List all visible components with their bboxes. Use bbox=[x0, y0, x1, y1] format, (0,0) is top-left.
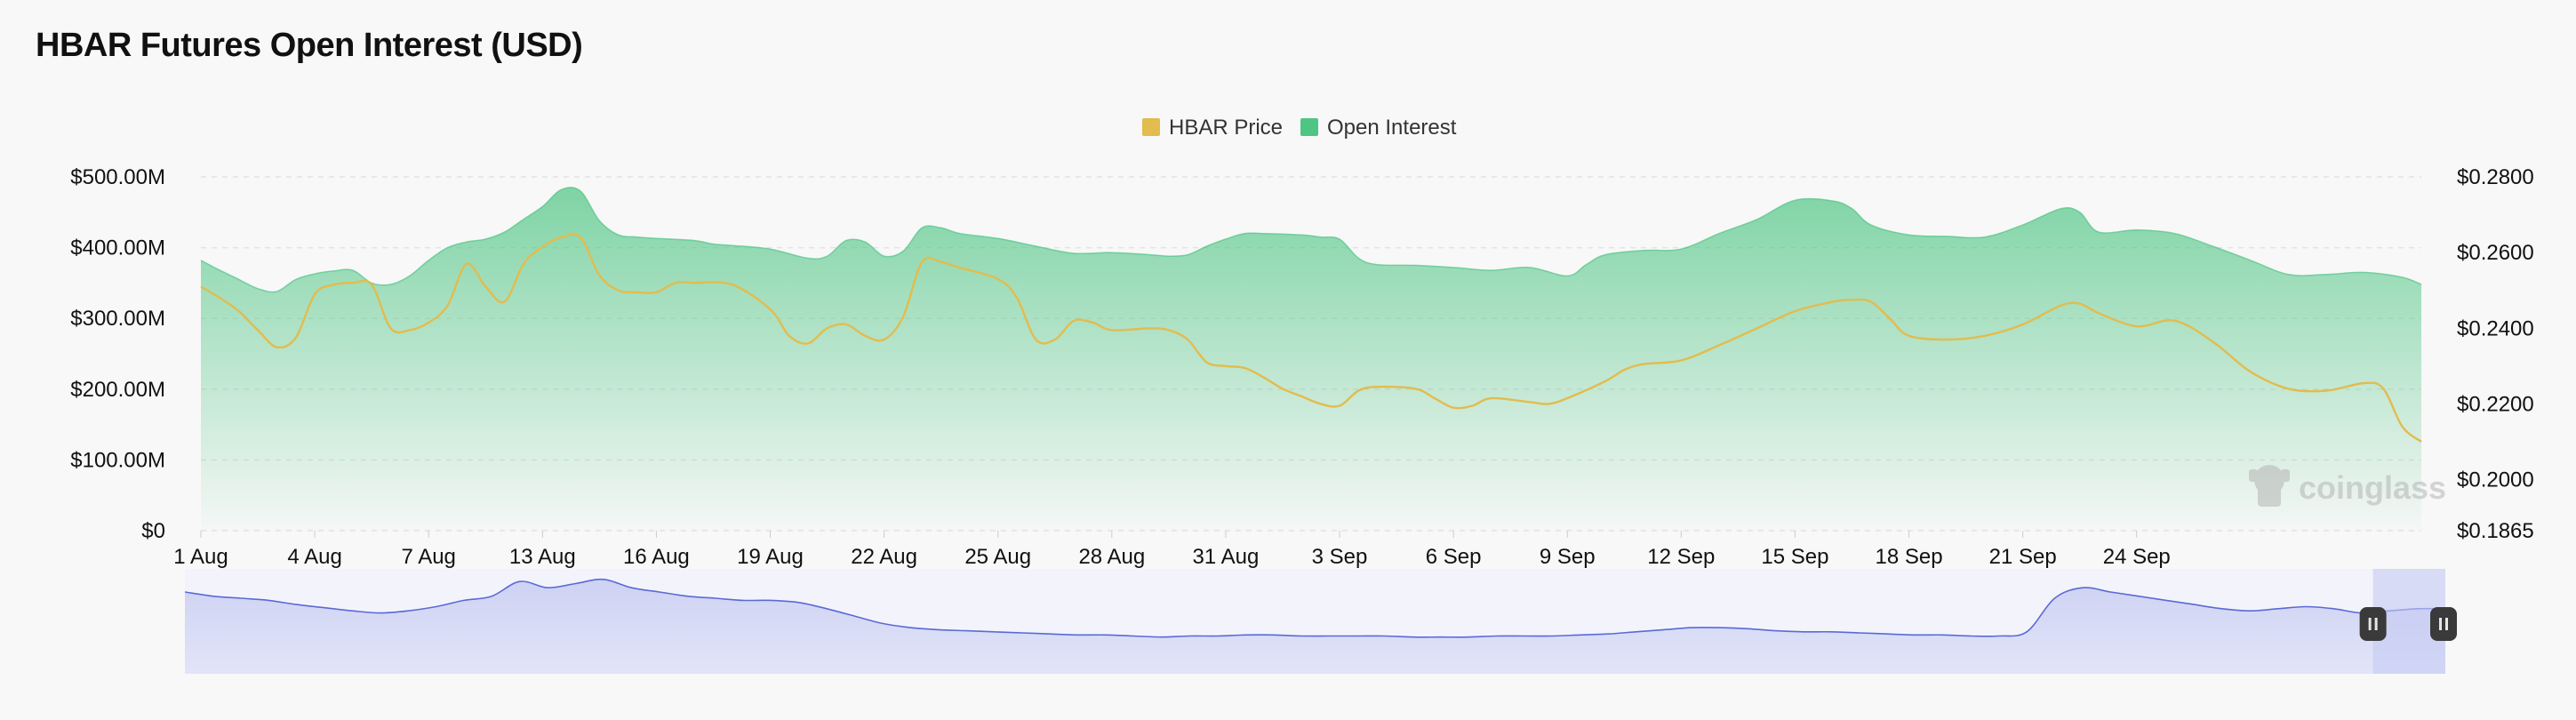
x-tick-label: 21 Sep bbox=[1989, 545, 2057, 569]
x-tick-label: 12 Sep bbox=[1647, 545, 1715, 569]
y-right-tick-label: $0.2400 bbox=[2457, 316, 2534, 340]
navigator-area bbox=[185, 579, 2445, 674]
x-tick-label: 24 Sep bbox=[2103, 545, 2171, 569]
y-left-tick-label: $500.00M bbox=[70, 165, 165, 189]
y-right-tick-label: $0.2600 bbox=[2457, 241, 2534, 265]
x-tick-label: 22 Aug bbox=[851, 545, 917, 569]
series-open-interest-area bbox=[201, 187, 2421, 531]
watermark-text: coinglass bbox=[2299, 469, 2446, 506]
x-tick-label: 7 Aug bbox=[402, 545, 456, 569]
y-left-tick-label: $100.00M bbox=[70, 448, 165, 472]
x-tick-label: 6 Sep bbox=[1426, 545, 1482, 569]
navigator-line bbox=[184, 578, 2446, 638]
range-navigator[interactable] bbox=[184, 569, 2457, 674]
y-right-tick-label: $0.2000 bbox=[2457, 468, 2534, 492]
pause-icon bbox=[2439, 618, 2448, 630]
x-tick-label: 25 Aug bbox=[964, 545, 1031, 569]
coinglass-logo-icon bbox=[2249, 465, 2290, 507]
y-right-tick-label: $0.2200 bbox=[2457, 392, 2534, 416]
x-tick-label: 28 Aug bbox=[1078, 545, 1145, 569]
plot-area[interactable] bbox=[200, 187, 2422, 531]
legend-item-hbar-price[interactable]: HBAR Price bbox=[1142, 116, 1283, 140]
legend-swatch-open-interest bbox=[1300, 118, 1318, 136]
x-tick-label: 19 Aug bbox=[737, 545, 804, 569]
y-left-tick-label: $0 bbox=[141, 519, 165, 543]
navigator-handle-left-body bbox=[2359, 607, 2387, 641]
x-tick-label: 9 Sep bbox=[1540, 545, 1596, 569]
x-tick-label: 4 Aug bbox=[287, 545, 341, 569]
y-right-tick-label: $0.1865 bbox=[2457, 519, 2534, 543]
y-left-tick-label: $200.00M bbox=[70, 378, 165, 402]
legend-swatch-hbar-price bbox=[1142, 118, 1160, 136]
x-tick-label: 18 Sep bbox=[1875, 545, 1942, 569]
x-tick-label: 15 Sep bbox=[1761, 545, 1828, 569]
x-axis: 1 Aug 4 Aug 7 Aug 13 Aug 16 Aug 19 Aug 22 Aug 2… bbox=[173, 531, 2171, 569]
legend-label-hbar-price: HBAR Price bbox=[1169, 116, 1283, 140]
legend-item-open-interest[interactable]: Open Interest bbox=[1300, 116, 1457, 140]
watermark: coinglass bbox=[2249, 465, 2446, 507]
x-tick-label: 31 Aug bbox=[1193, 545, 1260, 569]
navigator-handle-left[interactable] bbox=[2359, 607, 2387, 641]
series-open-interest-line bbox=[200, 187, 2422, 293]
navigator-handle-right[interactable] bbox=[2430, 607, 2457, 641]
x-tick-label: 13 Aug bbox=[509, 545, 576, 569]
y-axis-left: $0 $100.00M $200.00M $300.00M $400.00M $500.0… bbox=[70, 165, 165, 543]
y-left-tick-label: $400.00M bbox=[70, 236, 165, 260]
navigator-handle-right-body bbox=[2430, 607, 2457, 641]
x-tick-label: 3 Sep bbox=[1312, 545, 1368, 569]
legend-label-open-interest: Open Interest bbox=[1327, 116, 1457, 140]
legend: HBAR Price Open Interest bbox=[1142, 116, 1457, 140]
y-left-tick-label: $300.00M bbox=[70, 307, 165, 331]
x-tick-label: 1 Aug bbox=[173, 545, 228, 569]
chart-title: HBAR Futures Open Interest (USD) bbox=[36, 27, 583, 64]
x-tick-label: 16 Aug bbox=[623, 545, 690, 569]
y-axis-right: $0.1865 $0.2000 $0.2200 $0.2400 $0.2600 $0.28… bbox=[2457, 165, 2534, 543]
series-hbar-price-line bbox=[200, 233, 2422, 443]
y-right-tick-label: $0.2800 bbox=[2457, 165, 2534, 189]
pause-icon bbox=[2368, 618, 2378, 630]
